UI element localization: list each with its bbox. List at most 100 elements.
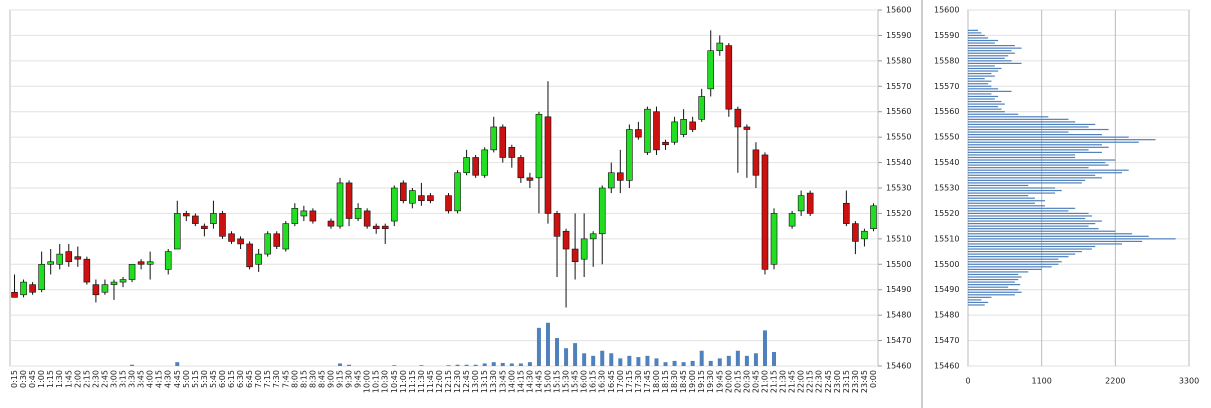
x-tick-label: 8:15: [299, 370, 308, 388]
x-tick-label: 9:00: [326, 370, 335, 388]
x-tick-label: 4:00: [146, 370, 155, 388]
y-tick-label: 15530: [886, 184, 911, 193]
candle-body: [508, 147, 516, 158]
candle-body: [201, 225, 208, 229]
volume-bar: [573, 343, 578, 366]
profile-bar: [968, 172, 1123, 174]
x-tick-label: 12:15: [444, 370, 453, 393]
y-tick-label: 15530: [934, 184, 959, 193]
x-tick-label: 0:30: [19, 370, 28, 388]
profile-bar: [968, 85, 992, 87]
candle-body: [92, 284, 100, 296]
candle-body: [354, 208, 362, 219]
volume-bar: [654, 358, 659, 366]
profile-bar: [968, 299, 982, 301]
candle-body: [752, 149, 760, 176]
y-tick-label: 15550: [886, 133, 911, 142]
profile-bar: [968, 70, 999, 72]
profile-bar: [968, 151, 1102, 153]
profile-bar: [968, 141, 1139, 143]
x-tick-label: 3300: [1179, 377, 1199, 386]
profile-bar: [968, 230, 1116, 232]
x-tick-label: 15:30: [562, 370, 571, 393]
x-tick-label: 23:00: [833, 370, 842, 393]
profile-bar: [968, 146, 1109, 148]
x-tick-label: 1:45: [64, 370, 73, 388]
candle-body: [390, 187, 398, 222]
x-tick-label: 6:00: [218, 370, 227, 388]
x-tick-label: 7:15: [263, 370, 272, 388]
candle-body: [246, 243, 253, 268]
x-tick-label: 4:45: [173, 370, 182, 388]
volume-bar: [491, 362, 496, 366]
profile-bar: [968, 256, 1069, 258]
candle-body: [589, 233, 597, 240]
volume-bar: [338, 363, 343, 366]
x-tick-label: 22:30: [815, 370, 824, 393]
x-tick-label: 5:15: [191, 370, 200, 388]
volume-bar: [482, 363, 487, 366]
profile-bar: [968, 32, 982, 34]
volume-bar: [446, 365, 451, 366]
candle-body: [110, 281, 118, 285]
profile-bar: [968, 268, 1042, 270]
volume-bar: [708, 360, 713, 366]
volume-bar: [175, 362, 180, 366]
candle-body: [255, 253, 262, 265]
x-tick-label: 7:30: [272, 370, 281, 388]
profile-bar: [968, 233, 1133, 235]
candle-body: [607, 172, 615, 189]
profile-bar: [968, 169, 1129, 171]
candle-body: [291, 208, 299, 224]
volume-bar: [347, 364, 352, 366]
y-tick-label: 15560: [934, 107, 959, 116]
candle-body: [173, 213, 181, 250]
candle-body: [409, 190, 416, 204]
x-tick-label: 14:00: [507, 370, 516, 393]
candle-body: [20, 281, 27, 296]
x-tick-label: 15:15: [553, 370, 562, 393]
profile-bar: [968, 205, 1046, 207]
volume-bar: [582, 353, 587, 366]
volume-bar: [509, 363, 514, 366]
x-tick-label: 2:30: [91, 370, 100, 388]
x-tick-label: 10:00: [363, 370, 372, 393]
candle-body: [852, 223, 859, 242]
candle-body: [644, 108, 651, 153]
candle-body: [327, 220, 335, 227]
volume-bar: [518, 363, 523, 366]
volume-bar: [618, 358, 623, 366]
y-tick-label: 15590: [886, 31, 911, 40]
profile-bar: [968, 39, 999, 42]
profile-bar: [968, 37, 989, 39]
candle-body: [707, 50, 715, 90]
candle-body: [146, 261, 154, 265]
profile-bar: [968, 98, 995, 100]
profile-bar: [968, 266, 1052, 268]
profile-bar: [968, 212, 1089, 215]
x-tick-label: 17:00: [616, 370, 625, 393]
x-tick-label: 14:30: [525, 370, 534, 393]
y-tick-label: 15470: [934, 336, 959, 345]
volume-bar: [645, 355, 650, 366]
profile-bar: [968, 108, 1002, 110]
y-tick-label: 15540: [886, 158, 911, 167]
profile-bar: [968, 189, 1062, 192]
profile-bar: [968, 164, 1109, 166]
profile-bar: [968, 284, 1021, 286]
candle-body: [264, 233, 271, 255]
x-tick-label: 11:15: [408, 370, 417, 393]
profile-bar: [968, 228, 1099, 230]
profile-bar: [968, 286, 1009, 288]
candle-body: [861, 230, 868, 240]
y-tick-label: 15480: [934, 311, 959, 320]
candle-body: [580, 238, 588, 260]
candle-body: [598, 187, 606, 235]
candle-body: [698, 96, 705, 120]
y-tick-label: 15550: [934, 133, 959, 142]
candle-body: [635, 129, 642, 138]
profile-bar: [968, 106, 999, 108]
x-tick-label: 1:00: [37, 370, 46, 388]
profile-bar: [968, 100, 1002, 103]
profile-bar: [968, 184, 1029, 187]
